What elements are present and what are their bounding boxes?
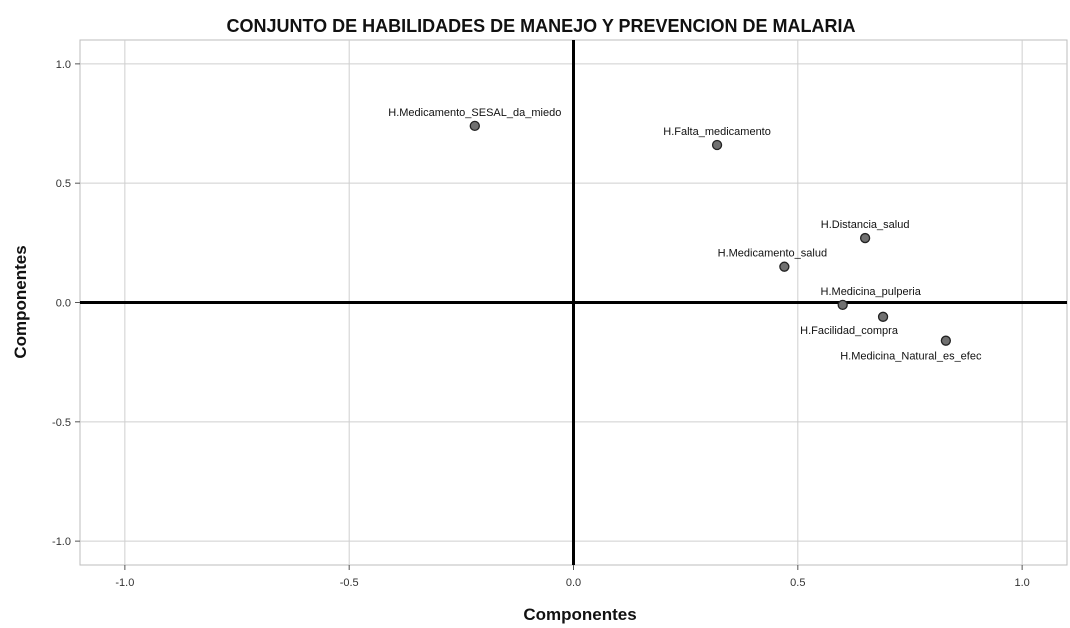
y-axis-label: Componentes [11, 245, 30, 358]
y-tick-label: 0.0 [56, 298, 71, 310]
y-tick-label: -1.0 [52, 536, 71, 548]
y-tick-label: 0.5 [56, 178, 71, 190]
data-point-label: H.Distancia_salud [821, 219, 910, 231]
plot-area: -1.0 -0.5 0.0 0.5 1.0 -1.0 -0.5 0.0 0.5 1.0 H.Medi… [52, 39, 1068, 589]
data-point [940, 335, 952, 346]
x-axis-label: Componentes [523, 605, 636, 624]
y-tick-label: -0.5 [52, 417, 71, 429]
x-tick-label: -1.0 [115, 577, 134, 589]
data-point [779, 261, 790, 272]
data-point [711, 139, 723, 151]
x-tick-label: 1.0 [1014, 577, 1029, 589]
data-point-label: H.Medicina_Natural_es_efec [840, 351, 982, 363]
chart-title: CONJUNTO DE HABILIDADES DE MANEJO Y PREV… [226, 16, 855, 36]
data-point [837, 299, 848, 311]
x-tick-label: -0.5 [340, 577, 359, 589]
data-point [469, 120, 480, 132]
data-point [877, 311, 889, 322]
data-point-label: H.Falta_medicamento [663, 126, 771, 138]
data-point-label: H.Medicamento_SESAL_da_miedo [388, 107, 561, 119]
data-point-label: H.Facilidad_compra [800, 325, 899, 337]
x-tick-label: 0.0 [566, 577, 581, 589]
data-point-label: H.Medicamento_salud [718, 248, 827, 260]
data-point-label: H.Medicina_pulperia [821, 286, 922, 298]
y-tick-label: 1.0 [56, 59, 71, 71]
x-tick-label: 0.5 [790, 577, 805, 589]
data-point [859, 232, 871, 244]
